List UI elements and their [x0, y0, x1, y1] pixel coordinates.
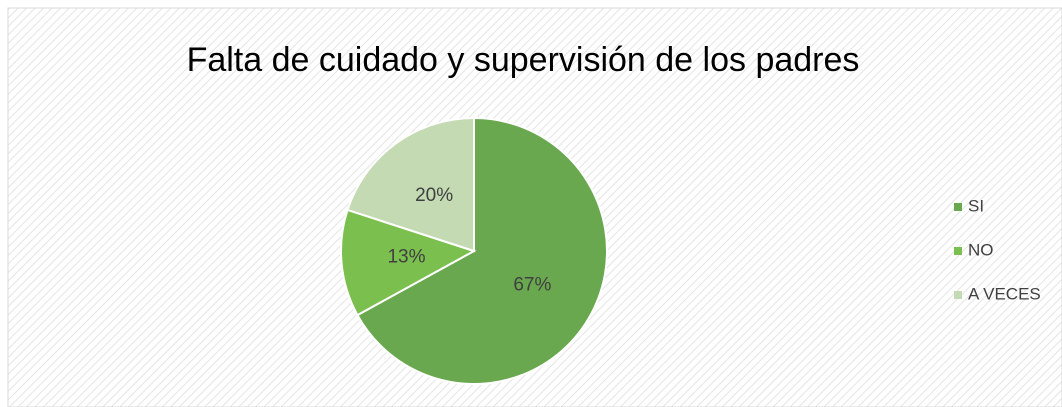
legend-label: A VECES [968, 284, 1041, 303]
data-label: 20% [415, 185, 453, 206]
legend-swatch [954, 247, 962, 255]
pie-slice [356, 116, 608, 385]
pie-slice [340, 208, 477, 317]
legend-label: SI [968, 196, 984, 215]
legend-swatch [954, 203, 962, 211]
data-label: 13% [387, 246, 425, 267]
chart-title: Falta de cuidado y supervisión de los pa… [187, 41, 860, 79]
data-label: 67% [513, 275, 551, 296]
pie-slice [346, 116, 475, 253]
legend-swatch [954, 291, 962, 299]
legend-label: NO [968, 240, 994, 259]
